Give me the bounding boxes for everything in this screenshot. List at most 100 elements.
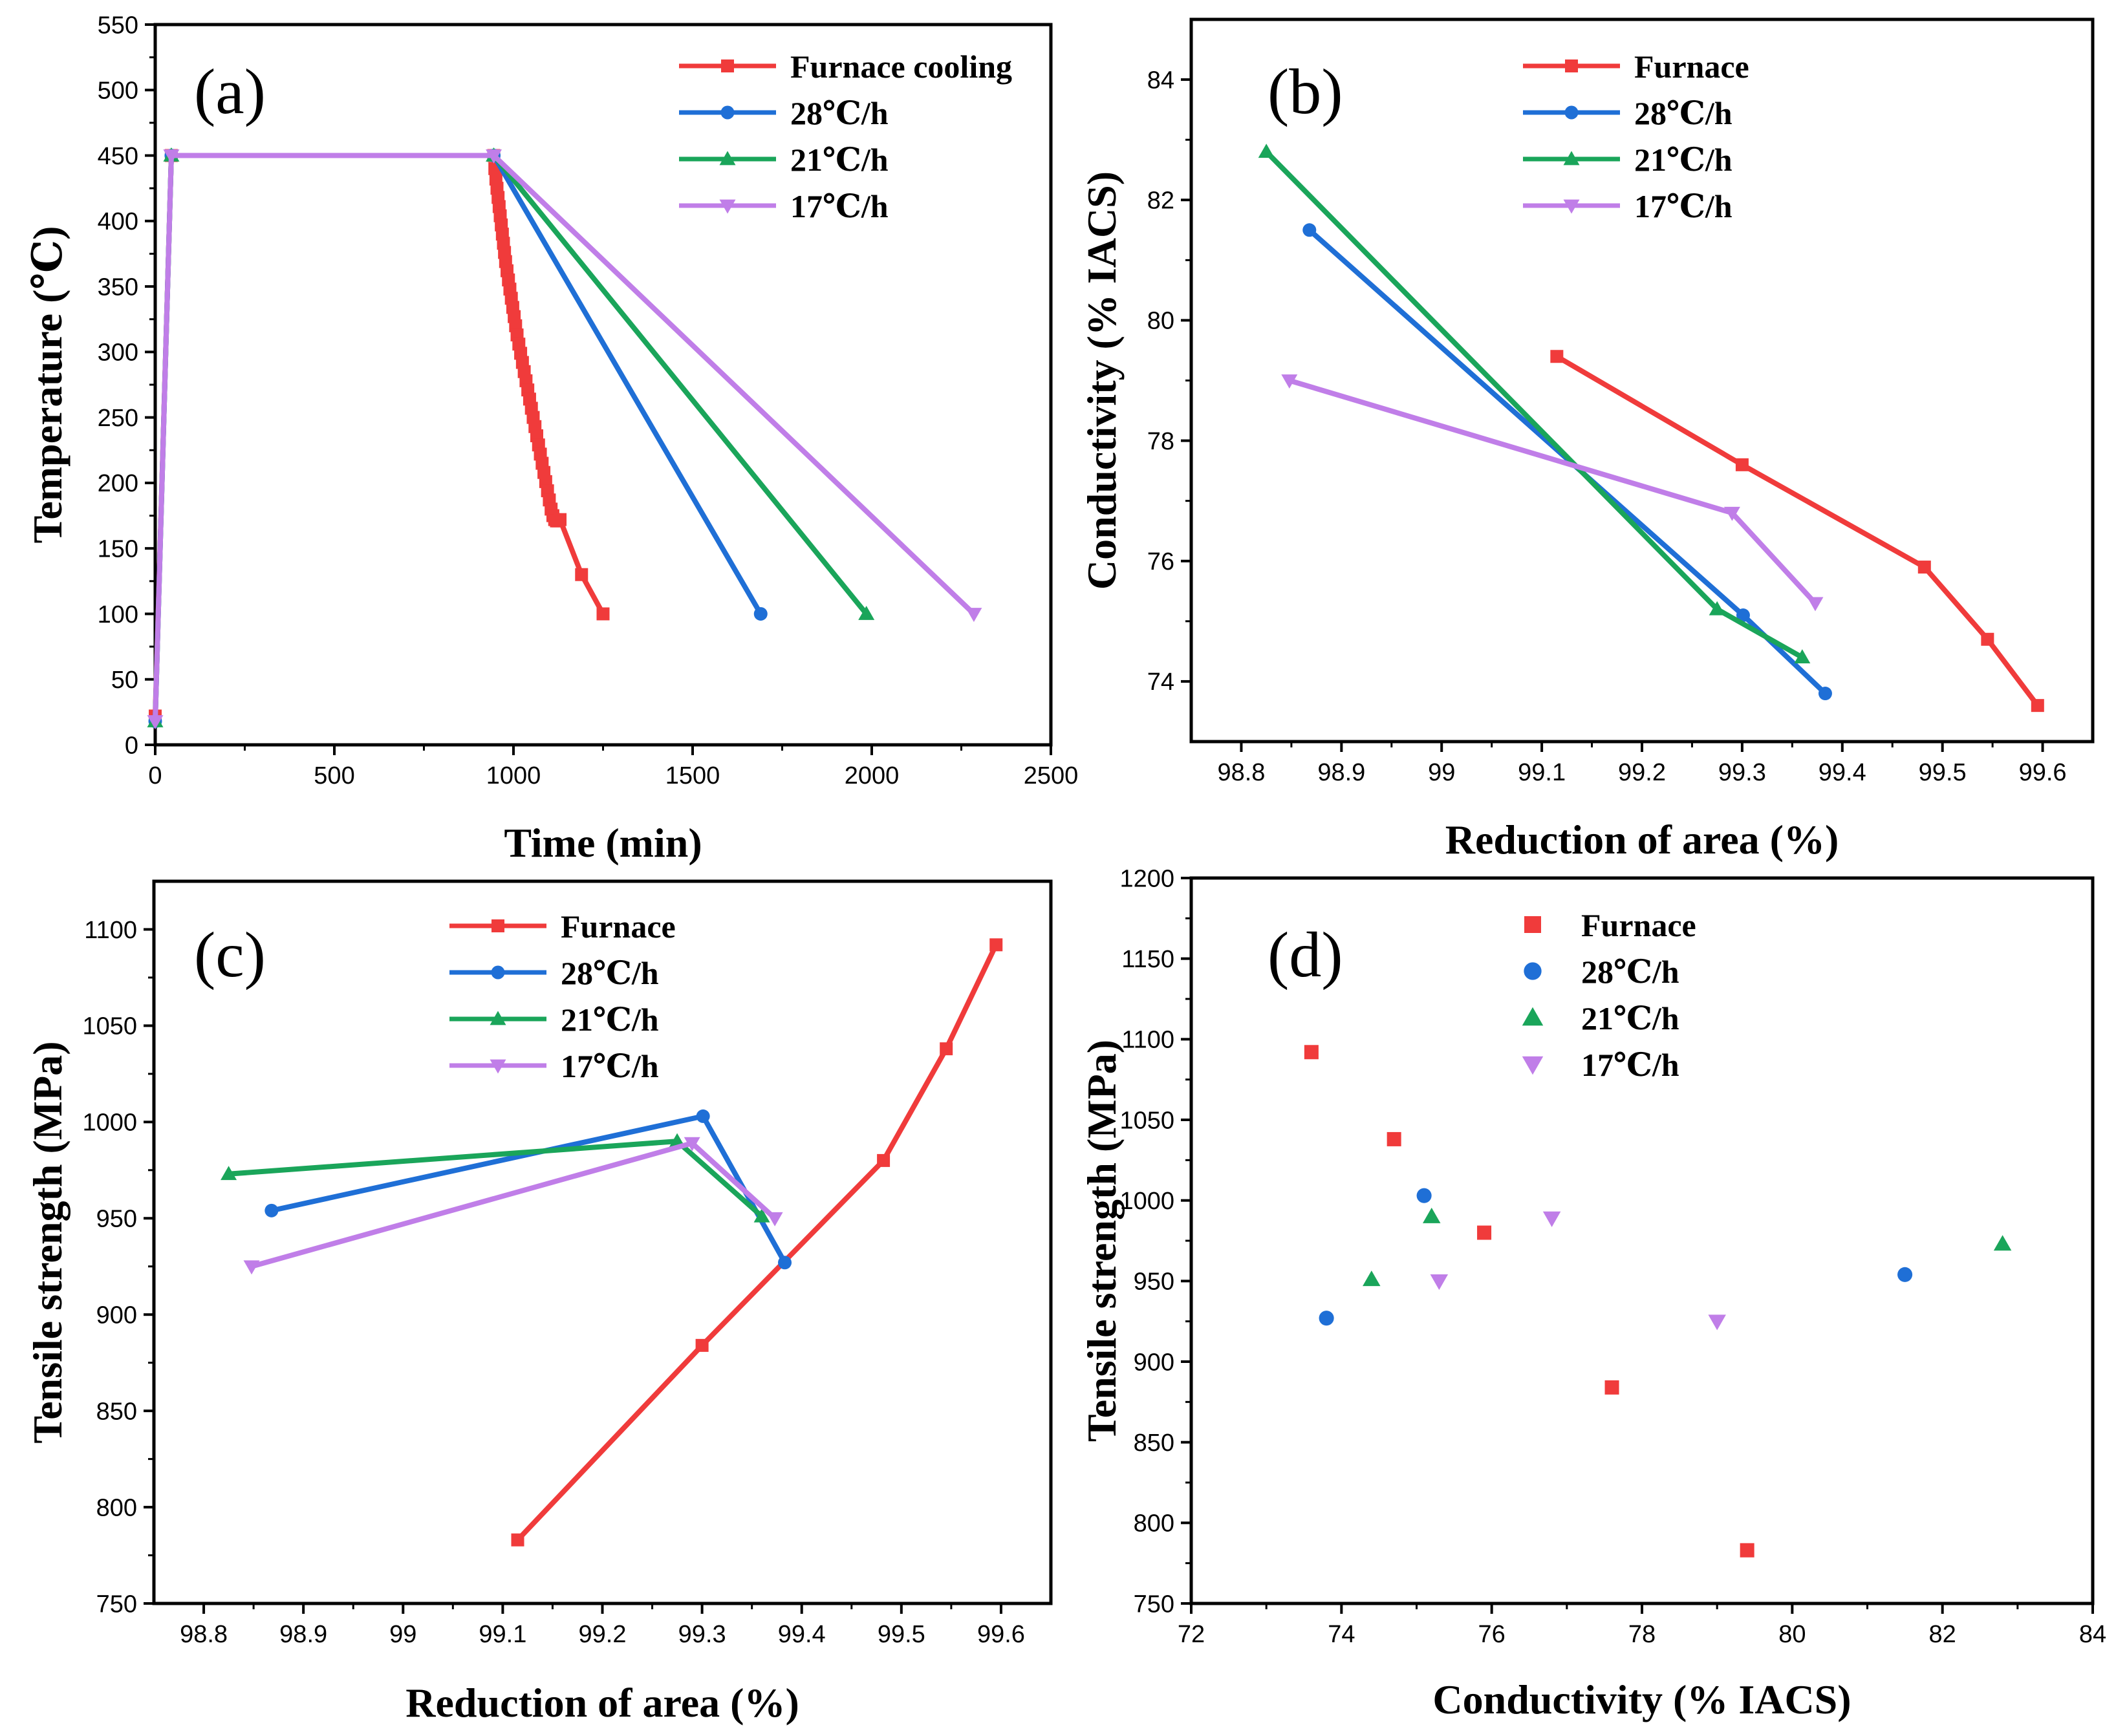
legend-label: 17℃/h bbox=[1581, 1047, 1679, 1083]
x-tick-label: 74 bbox=[1328, 1621, 1355, 1648]
y-tick-label: 900 bbox=[1134, 1349, 1174, 1376]
legend-label: 21℃/h bbox=[1581, 1000, 1679, 1036]
legend-label: 21℃/h bbox=[561, 1002, 659, 1038]
y-tick-label: 350 bbox=[98, 273, 138, 301]
legend: Furnace 28℃/h 21℃/h 17℃/h bbox=[449, 908, 676, 1084]
data-point bbox=[966, 608, 982, 622]
data-point bbox=[243, 1260, 260, 1275]
data-point bbox=[753, 1208, 770, 1223]
x-tick-label: 72 bbox=[1178, 1621, 1205, 1648]
y-tick-label: 1050 bbox=[82, 1013, 137, 1040]
x-tick-label: 99.2 bbox=[1618, 759, 1666, 786]
data-point bbox=[1897, 1267, 1913, 1282]
y-axis: 74 76 78 80 82 84 bbox=[1147, 67, 1191, 696]
y-tick-label: 50 bbox=[111, 667, 138, 694]
legend: Furnace 28℃/h 21℃/h 17℃/h bbox=[1522, 907, 1696, 1083]
y-tick-label: 450 bbox=[98, 143, 138, 170]
legend-marker bbox=[721, 59, 734, 72]
legend-marker bbox=[490, 1011, 506, 1025]
x-tick-label: 98.8 bbox=[1217, 759, 1265, 786]
legend-label: 28℃/h bbox=[1634, 95, 1733, 131]
data-point bbox=[1807, 597, 1824, 612]
data-point bbox=[1542, 1211, 1561, 1227]
x-tick-label: 84 bbox=[2079, 1621, 2106, 1648]
y-tick-label: 1050 bbox=[1119, 1107, 1174, 1134]
data-point bbox=[554, 513, 567, 526]
series-0 bbox=[1304, 1045, 1754, 1558]
y-tick-label: 400 bbox=[98, 208, 138, 235]
x-tick-label: 99.1 bbox=[479, 1621, 526, 1648]
y-axis-title: Tensile strength (MPa) bbox=[1079, 1040, 1125, 1442]
data-point bbox=[2031, 699, 2044, 713]
data-point bbox=[1740, 1543, 1754, 1558]
panel-b: 98.8 98.9 99 99.1 99.2 99.3 99.4 99.5 99.6 74 76 78… bbox=[1079, 17, 2095, 863]
x-axis-title: Time (min) bbox=[504, 820, 702, 866]
series-2 bbox=[147, 147, 875, 727]
legend-item: 17℃/h bbox=[449, 1048, 659, 1084]
legend-item: 17℃/h bbox=[1523, 188, 1733, 224]
x-axis: 72 74 76 78 80 82 84 bbox=[1178, 1603, 2106, 1648]
data-point bbox=[1258, 144, 1275, 158]
series-line bbox=[153, 153, 976, 722]
legend-marker bbox=[720, 105, 735, 120]
x-tick-label: 80 bbox=[1778, 1621, 1806, 1648]
panel-label: (d) bbox=[1268, 919, 1343, 991]
legend-marker bbox=[1522, 1007, 1544, 1026]
data-point bbox=[696, 1109, 710, 1123]
data-point bbox=[1319, 1311, 1334, 1326]
y-tick-label: 1000 bbox=[1119, 1188, 1174, 1215]
y-tick-label: 1150 bbox=[1121, 946, 1174, 973]
x-tick-label: 99.3 bbox=[678, 1621, 726, 1648]
x-axis: 98.8 98.9 99 99.1 99.2 99.3 99.4 99.5 99.6 bbox=[180, 1603, 1025, 1648]
legend-item: Furnace bbox=[1523, 48, 1749, 85]
data-point bbox=[575, 568, 588, 581]
legend-marker bbox=[1524, 962, 1542, 980]
y-tick-label: 850 bbox=[1134, 1430, 1174, 1457]
series-3 bbox=[243, 1137, 783, 1275]
data-point bbox=[1430, 1274, 1449, 1291]
x-tick-label: 99.1 bbox=[1518, 759, 1566, 786]
y-tick-label: 550 bbox=[98, 12, 138, 39]
y-tick-label: 74 bbox=[1147, 669, 1174, 696]
legend-label: 21℃/h bbox=[790, 142, 889, 178]
panel-label: (b) bbox=[1268, 56, 1343, 127]
y-tick-label: 800 bbox=[1134, 1510, 1174, 1538]
y-tick-label: 850 bbox=[96, 1398, 137, 1425]
x-tick-label: 1000 bbox=[486, 762, 541, 789]
data-point bbox=[1917, 561, 1931, 574]
x-tick-label: 98.8 bbox=[180, 1621, 228, 1648]
y-axis: 750 800 850 900 950 1000 1050 1100 1150 1200 bbox=[1119, 865, 1191, 1618]
y-tick-label: 84 bbox=[1147, 67, 1174, 94]
data-point bbox=[1281, 374, 1298, 389]
legend-item: 28℃/h bbox=[1524, 954, 1679, 990]
data-point bbox=[684, 1137, 700, 1152]
x-tick-label: 1500 bbox=[665, 762, 720, 789]
y-tick-label: 200 bbox=[98, 470, 138, 497]
x-tick-label: 99.2 bbox=[579, 1621, 627, 1648]
y-tick-label: 76 bbox=[1147, 548, 1174, 575]
y-axis: 750 800 850 900 950 1000 1050 1100 bbox=[82, 917, 154, 1618]
data-point bbox=[1818, 687, 1832, 701]
legend-item: 28℃/h bbox=[679, 95, 889, 131]
x-tick-label: 78 bbox=[1628, 1621, 1656, 1648]
x-tick-label: 99.5 bbox=[1919, 759, 1967, 786]
legend-item: Furnace bbox=[1524, 907, 1696, 943]
panel-a: 0 500 1000 1500 2000 2500 0 50 100 150 200 250 300 35… bbox=[25, 12, 1078, 866]
data-point bbox=[766, 1212, 783, 1227]
legend-label: Furnace bbox=[1634, 48, 1749, 85]
legend-marker bbox=[1524, 916, 1541, 933]
y-tick-label: 100 bbox=[98, 601, 138, 628]
x-axis: 0 500 1000 1500 2000 2500 bbox=[148, 745, 1078, 789]
data-point bbox=[1422, 1207, 1441, 1223]
legend-label: Furnace bbox=[561, 908, 676, 945]
y-axis-title: Conductivity (% IACS) bbox=[1079, 171, 1125, 590]
series-2 bbox=[1363, 1207, 2012, 1287]
legend-marker bbox=[719, 151, 736, 166]
legend-item: 28℃/h bbox=[449, 955, 659, 991]
series-0 bbox=[511, 938, 1003, 1547]
data-point bbox=[1794, 649, 1811, 664]
y-tick-label: 900 bbox=[96, 1302, 137, 1329]
legend-marker bbox=[719, 199, 736, 214]
data-point bbox=[1304, 1045, 1319, 1060]
